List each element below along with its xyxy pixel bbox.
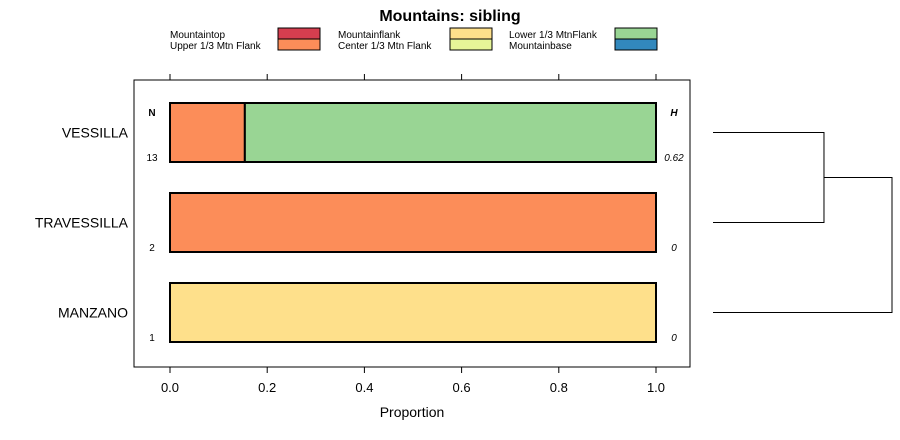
- x-tick-label: 0.8: [550, 380, 568, 395]
- bar-segment: [169, 282, 657, 343]
- h-value-label: 0.62: [664, 153, 684, 164]
- bar-segment: [169, 192, 657, 253]
- n-value-label: 13: [146, 153, 158, 164]
- legend-swatch: [614, 38, 658, 51]
- x-tick-label: 1.0: [647, 380, 665, 395]
- plot-frame: [133, 79, 691, 368]
- bars: [169, 102, 657, 343]
- h-value-label: 0: [671, 243, 677, 254]
- h-column-header: H: [670, 108, 678, 119]
- dendrogram-branches: [713, 132, 893, 313]
- legend-swatch: [449, 27, 493, 40]
- n-value-label: 1: [149, 333, 155, 344]
- bottom-axis: 0.0 0.2 0.4 0.6 0.8 1.0: [161, 367, 665, 395]
- h-labels: 0.62 0 0: [664, 153, 684, 344]
- legend-label: Center 1/3 Mtn Flank: [338, 41, 432, 52]
- x-tick-label: 0.2: [258, 380, 276, 395]
- x-axis-title: Proportion: [380, 404, 445, 420]
- legend-swatch: [614, 27, 658, 40]
- h-value-label: 0: [671, 333, 677, 344]
- group-labels: VESSILLA TRAVESSILLA MANZANO: [35, 125, 129, 321]
- bar-segment: [243, 102, 657, 163]
- legend-label: Upper 1/3 Mtn Flank: [170, 41, 262, 52]
- legend-label: Lower 1/3 MtnFlank: [509, 30, 598, 41]
- top-axis-ticks: [169, 74, 657, 80]
- category-label: VESSILLA: [62, 125, 129, 141]
- legend-swatch: [277, 38, 321, 51]
- legend-swatch: [449, 38, 493, 51]
- legend-label: Mountaintop: [170, 30, 225, 41]
- legend-label: Mountainbase: [509, 41, 572, 52]
- category-label: TRAVESSILLA: [35, 215, 129, 231]
- x-tick-label: 0.6: [453, 380, 471, 395]
- legend-label: Mountainflank: [338, 30, 401, 41]
- dendrogram: [713, 132, 893, 313]
- n-column-header: N: [148, 108, 155, 119]
- n-value-label: 2: [149, 243, 155, 254]
- n-labels: 13 2 1: [146, 153, 158, 344]
- legend-swatch: [277, 27, 321, 40]
- chart-title: Mountains: sibling: [379, 8, 520, 25]
- x-tick-label: 0.4: [355, 380, 373, 395]
- x-tick-label: 0.0: [161, 380, 179, 395]
- category-label: MANZANO: [58, 305, 128, 321]
- bar-segment: [169, 102, 246, 163]
